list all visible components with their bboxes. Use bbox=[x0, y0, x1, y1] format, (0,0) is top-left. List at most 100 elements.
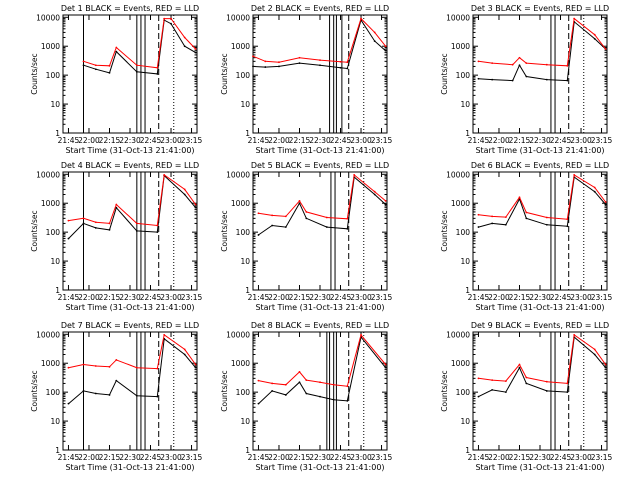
series-events-point bbox=[67, 402, 70, 405]
series-events-point bbox=[384, 366, 387, 369]
series-lld-point bbox=[115, 46, 118, 49]
series-lld-point bbox=[183, 188, 186, 191]
series-lld-point bbox=[346, 385, 349, 388]
panel-title: Det 6 BLACK = Events, RED = LLD bbox=[471, 161, 609, 170]
series-events-line bbox=[478, 176, 606, 228]
series-lld-point bbox=[511, 63, 514, 66]
y-axis-label: Counts/sec bbox=[30, 210, 39, 251]
series-events-point bbox=[284, 226, 287, 228]
series-events-point bbox=[183, 193, 186, 196]
series-lld-point bbox=[346, 61, 349, 64]
x-tick-label: 22:00 bbox=[268, 136, 290, 145]
series-events-point bbox=[504, 223, 507, 226]
x-tick-label: 23:00 bbox=[570, 136, 592, 145]
y-axis-label: Counts/sec bbox=[220, 53, 229, 94]
series-lld-line bbox=[258, 333, 386, 387]
series-lld-point bbox=[477, 213, 480, 216]
panel-title: Det 5 BLACK = Events, RED = LLD bbox=[251, 161, 389, 170]
x-axis-label: Start Time (31-Oct-13 21:41:00) bbox=[65, 463, 194, 472]
series-lld-point bbox=[163, 174, 166, 176]
series-lld-point bbox=[298, 200, 301, 202]
series-events-point bbox=[593, 353, 596, 356]
y-tick-label: 10 bbox=[460, 257, 470, 266]
x-tick-label: 23:15 bbox=[181, 293, 203, 302]
series-lld-point bbox=[135, 64, 138, 67]
series-lld-point bbox=[194, 363, 197, 366]
plot-frame bbox=[252, 14, 388, 134]
y-axis-label: Counts/sec bbox=[440, 210, 449, 251]
series-events-point bbox=[384, 49, 387, 52]
series-lld-point bbox=[518, 56, 521, 59]
series-events-line bbox=[68, 337, 196, 405]
series-events-point bbox=[271, 224, 274, 227]
x-tick-label: 21:45 bbox=[58, 453, 80, 462]
y-tick-label: 10 bbox=[460, 100, 470, 109]
series-lld-point bbox=[264, 60, 267, 63]
x-tick-label: 23:15 bbox=[591, 293, 613, 302]
y-tick-label: 1000 bbox=[231, 199, 250, 208]
y-tick-label: 10 bbox=[460, 417, 470, 426]
panel-title: Det 2 BLACK = Events, RED = LLD bbox=[251, 4, 389, 13]
x-axis-label: Start Time (31-Oct-13 21:41:00) bbox=[475, 146, 604, 155]
series-lld-point bbox=[525, 376, 528, 379]
series-lld-point bbox=[477, 60, 480, 63]
series-events-point bbox=[94, 68, 97, 71]
y-tick-label: 1000 bbox=[451, 42, 470, 51]
series-events-point bbox=[545, 390, 548, 392]
y-tick-label: 100 bbox=[456, 71, 471, 80]
x-axis-label: Start Time (31-Oct-13 21:41:00) bbox=[65, 303, 194, 312]
panel-det-2: Det 2 BLACK = Events, RED = LLD 1 10 100 100… bbox=[220, 4, 393, 155]
series-lld-point bbox=[384, 200, 387, 202]
series-events-point bbox=[257, 234, 260, 236]
series-events-point bbox=[477, 395, 480, 398]
series-lld-point bbox=[94, 221, 97, 224]
series-lld-point bbox=[525, 62, 528, 65]
series-lld-point bbox=[108, 64, 111, 67]
series-lld-point bbox=[305, 211, 308, 213]
series-lld-point bbox=[319, 381, 321, 384]
x-tick-label: 21:45 bbox=[58, 136, 80, 145]
series-lld-point bbox=[284, 383, 287, 386]
y-axis-label: Counts/sec bbox=[440, 53, 449, 94]
series-lld-point bbox=[67, 219, 70, 222]
series-lld-point bbox=[525, 211, 528, 214]
x-tick-label: 22:45 bbox=[140, 453, 162, 462]
series-events-point bbox=[278, 65, 280, 68]
series-lld-point bbox=[518, 363, 521, 366]
series-events-point bbox=[504, 391, 507, 394]
series-events-point bbox=[491, 78, 494, 81]
series-events-point bbox=[170, 22, 172, 25]
x-tick-label: 22:45 bbox=[550, 136, 572, 145]
y-tick-label: 1 bbox=[465, 286, 470, 295]
x-tick-label: 22:00 bbox=[78, 136, 100, 145]
y-tick-label: 100 bbox=[46, 71, 61, 80]
x-tick-label: 23:15 bbox=[591, 136, 613, 145]
series-lld-point bbox=[573, 334, 576, 336]
series-events-point bbox=[346, 227, 349, 230]
series-lld-point bbox=[163, 334, 166, 336]
y-tick-label: 1 bbox=[465, 446, 470, 455]
x-tick-label: 22:30 bbox=[529, 453, 551, 462]
series-lld-point bbox=[593, 33, 596, 36]
x-tick-label: 22:00 bbox=[488, 453, 510, 462]
x-axis-label: Start Time (31-Oct-13 21:41:00) bbox=[475, 303, 604, 312]
panel-det-8: Det 8 BLACK = Events, RED = LLD 1 10 100 100… bbox=[220, 321, 393, 472]
series-lld-point bbox=[257, 212, 260, 215]
panel-title: Det 9 BLACK = Events, RED = LLD bbox=[471, 321, 609, 330]
x-tick-label: 23:00 bbox=[350, 136, 372, 145]
series-events-point bbox=[477, 77, 480, 80]
x-tick-label: 22:15 bbox=[99, 136, 121, 145]
series-events-point bbox=[566, 391, 569, 394]
series-lld-point bbox=[305, 379, 308, 382]
y-tick-label: 1 bbox=[55, 129, 60, 138]
y-axis-label: Counts/sec bbox=[30, 53, 39, 94]
x-axis-label: Start Time (31-Oct-13 21:41:00) bbox=[65, 146, 194, 155]
series-lld-point bbox=[115, 359, 118, 361]
series-events-point bbox=[115, 206, 118, 209]
series-lld-point bbox=[491, 62, 494, 65]
x-tick-label: 22:45 bbox=[330, 293, 352, 302]
x-tick-label: 23:00 bbox=[350, 293, 372, 302]
plot-frame bbox=[472, 331, 608, 451]
series-events-line bbox=[68, 174, 196, 239]
